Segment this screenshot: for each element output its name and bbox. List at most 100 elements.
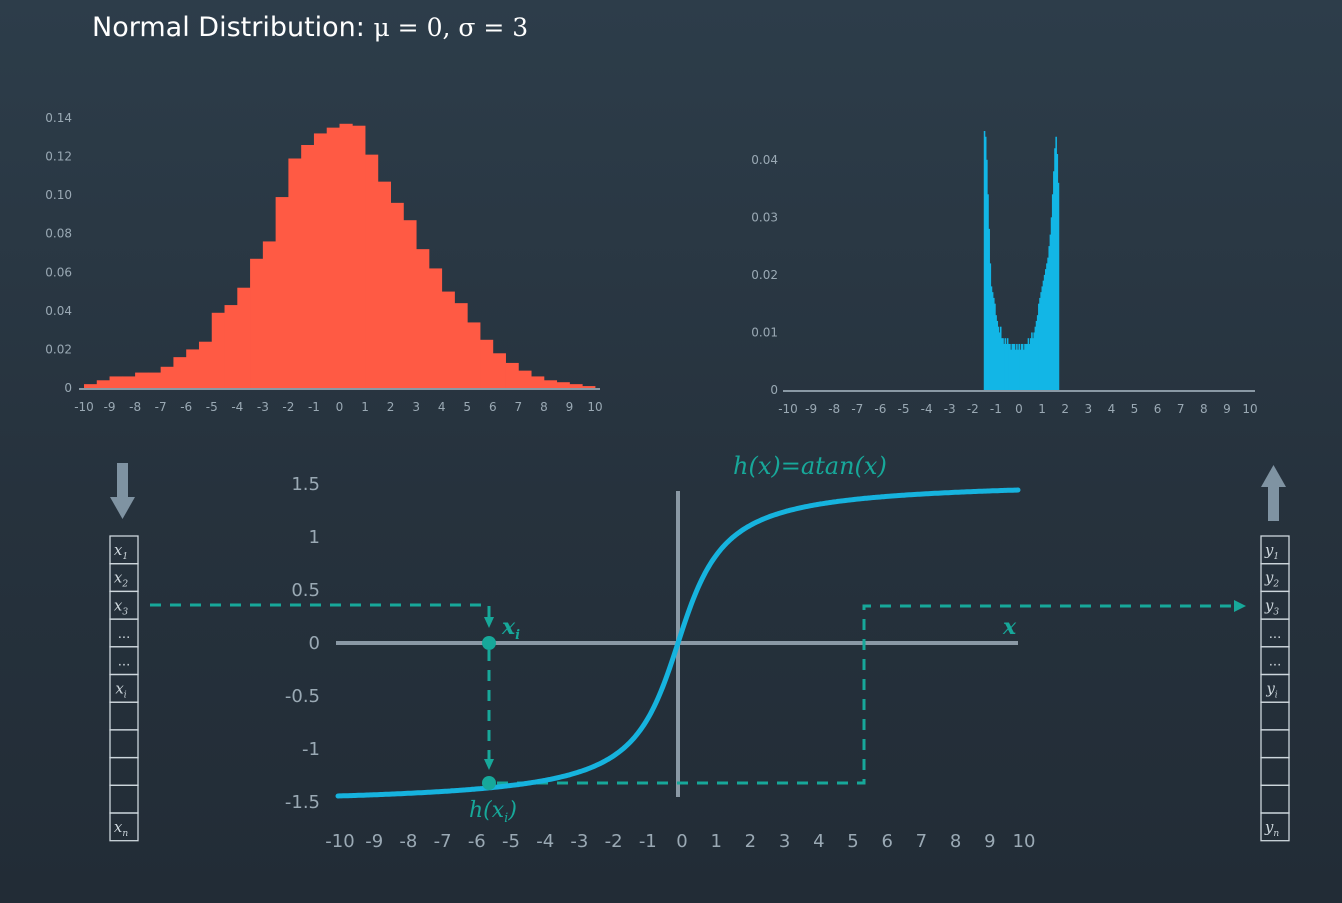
input-vector-cell-var: ... (118, 625, 131, 642)
main-x-tick: 6 (881, 831, 892, 852)
output-vector-cell-label: y3 (1264, 596, 1279, 617)
output-vector-cell (1260, 756, 1290, 786)
input-vector-cell (109, 701, 139, 731)
h1-bar (262, 241, 277, 388)
output-vector-cell-sub: i (1275, 690, 1278, 700)
input-vector-cell-var: ... (118, 653, 131, 670)
h1-bar (531, 376, 545, 388)
input-vector-cell-label: ... (118, 625, 131, 642)
h2-bar (1004, 338, 1007, 390)
output-vector-cell-var: y (1264, 569, 1274, 587)
dash-arrowhead-1 (484, 617, 494, 628)
h1-bar (224, 305, 238, 388)
h2-bar (1016, 343, 1018, 390)
h2-x-tick: 0 (1015, 402, 1023, 416)
h1-bar (96, 380, 110, 388)
h1-x-tick: 6 (489, 400, 497, 414)
main-x-tick: -10 (325, 831, 354, 852)
input-vector-cell-sub: 2 (121, 580, 128, 590)
h2-bar (988, 228, 990, 390)
main-y-tick: 1 (309, 527, 320, 548)
h2-x-tick: 4 (1108, 402, 1116, 416)
h2-x-tick: 7 (1177, 402, 1185, 416)
h2-x-tick: 9 (1223, 402, 1231, 416)
output-vector-cell-var: ... (1269, 625, 1282, 642)
h2-x-tick: -5 (898, 402, 910, 416)
h1-bar (186, 349, 200, 388)
xi-point (482, 636, 496, 650)
x-axis-label: x (1002, 614, 1017, 640)
h2-bar (997, 326, 1000, 390)
h2-bar (1048, 246, 1051, 390)
output-vector-cell (1260, 812, 1290, 842)
h2-bar (1025, 343, 1027, 390)
h1-y-tick: 0 (64, 381, 72, 395)
main-ticks: -10 -9 -8 -7 -6 -5 -4 -3 -2 -1 0 1 2 3 4 5 6 7 8 9 101.510.5… (285, 474, 1036, 852)
title-text: Normal Distribution: (92, 12, 365, 43)
output-vector-cell-label: yn (1264, 818, 1279, 839)
main-x-tick: -5 (502, 831, 520, 852)
h2-bar (1042, 280, 1045, 390)
input-dash-line (150, 603, 491, 622)
h2-bar (1049, 234, 1052, 390)
xi-label-var: x (501, 614, 516, 640)
h2-x-tick: -2 (967, 402, 979, 416)
output-vector-cell (1260, 701, 1290, 731)
h2-bar (989, 263, 992, 390)
h2-bar (1039, 297, 1041, 390)
h1-bar (492, 353, 506, 388)
h2-x-tick: 5 (1131, 402, 1139, 416)
input-vector-cell-sub: i (124, 690, 127, 700)
h2-bar (1041, 286, 1044, 390)
h1-x-tick: 9 (566, 400, 574, 414)
h1-x-tick: -9 (104, 400, 116, 414)
h1-x-tick: -1 (308, 400, 320, 414)
main-x-tick: 1 (710, 831, 721, 852)
h1-bar (122, 376, 136, 388)
output-vector-cell-label: yi (1265, 679, 1277, 700)
atan-curve (335, 487, 1021, 799)
h2-bar (1054, 148, 1056, 390)
h2-bar (1023, 349, 1025, 390)
h1-bar (441, 291, 455, 388)
h1-y-tick: 0.04 (45, 304, 72, 318)
title-math: μ = 0, σ = 3 (373, 13, 529, 42)
input-vector-cell-var: x (114, 541, 123, 559)
hxi-label: h(xi) (469, 798, 517, 826)
h2-x-tick: -8 (828, 402, 840, 416)
normal-histogram: -10 -9 -8 -7 -6 -5 -4 -3 -2 -1 0 1 2 3 4 5 6 7 8 9 1000.020.… (45, 111, 602, 414)
output-vector-cell-sub: n (1273, 829, 1279, 839)
h1-x-tick: -2 (282, 400, 294, 414)
h1-x-tick: 10 (587, 400, 602, 414)
input-vector-cell-sub: 3 (122, 607, 128, 617)
h2-x-tick: 1 (1038, 402, 1046, 416)
h2-bar (1018, 343, 1020, 390)
page-title: Normal Distribution: μ = 0, σ = 3 (92, 12, 528, 43)
main-x-tick: -9 (365, 831, 383, 852)
h2-y-tick: 0 (770, 383, 778, 397)
h2-bar (1028, 343, 1031, 390)
h1-bar (505, 362, 519, 388)
input-vector-cell-var: x (114, 818, 123, 836)
main-y-tick: 1.5 (291, 474, 320, 495)
h2-bar (1038, 303, 1040, 390)
main-y-tick: -0.5 (285, 686, 320, 707)
main-x-tick: -8 (399, 831, 417, 852)
input-vector-cell-label: ... (118, 653, 131, 670)
xi-label-sub: i (515, 628, 520, 643)
h1-bar (198, 341, 213, 388)
h2-x-tick: -10 (778, 402, 798, 416)
h2-bar (1044, 269, 1047, 390)
h2-x-tick: -1 (990, 402, 1002, 416)
main-y-tick: -1 (302, 739, 320, 760)
h1-y-tick: 0.14 (45, 111, 72, 125)
h2-x-tick: 3 (1084, 402, 1092, 416)
h1-x-tick: -6 (180, 400, 192, 414)
main-y-tick: 0.5 (291, 580, 320, 601)
h1-bar (416, 249, 430, 388)
main-x-tick: 5 (847, 831, 858, 852)
h2-bar (1027, 338, 1030, 390)
h1-x-tick: 2 (387, 400, 395, 414)
output-vector-cell (1260, 729, 1290, 759)
